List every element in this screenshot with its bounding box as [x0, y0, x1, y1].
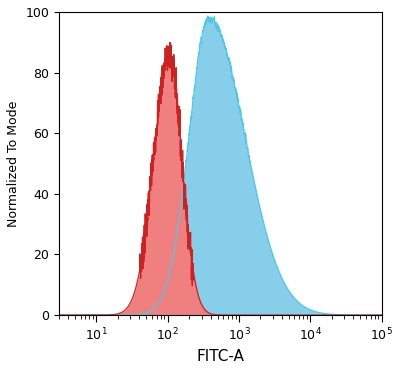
Y-axis label: Normalized To Mode: Normalized To Mode: [7, 100, 20, 227]
X-axis label: FITC-A: FITC-A: [196, 349, 244, 364]
